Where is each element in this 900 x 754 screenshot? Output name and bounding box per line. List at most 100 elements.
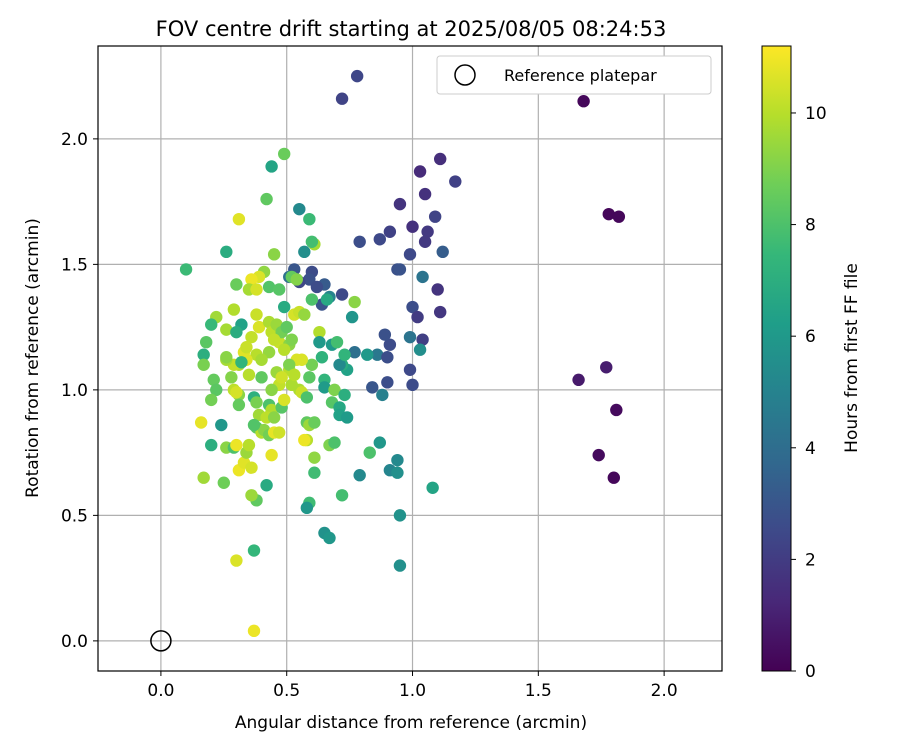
data-point — [245, 461, 258, 474]
data-point — [298, 245, 311, 259]
data-point — [426, 481, 439, 494]
data-point — [277, 300, 291, 314]
x-axis-ticks: 0.0 0.5 1.0 1.5 2.0 — [147, 671, 678, 701]
data-point — [413, 343, 427, 356]
y-tick-label: 0.0 — [61, 632, 88, 652]
data-point — [205, 318, 218, 331]
data-point — [313, 335, 326, 349]
data-point — [275, 371, 288, 384]
data-point — [272, 426, 286, 439]
colorbar-ticks: 0 2 4 6 8 10 — [791, 104, 827, 682]
data-point — [272, 283, 286, 296]
data-point — [310, 280, 324, 294]
data-point — [335, 489, 349, 502]
data-point — [245, 330, 258, 344]
data-point — [267, 411, 281, 424]
data-point — [303, 212, 316, 226]
y-tick-label: 1.5 — [61, 255, 88, 275]
data-point — [217, 476, 231, 489]
data-point — [338, 388, 351, 402]
data-point — [232, 212, 246, 226]
colorbar-tick-label: 4 — [805, 439, 816, 459]
data-point — [333, 358, 346, 371]
data-point — [225, 371, 238, 384]
colorbar-tick-label: 6 — [805, 327, 816, 347]
data-point — [220, 323, 233, 336]
data-point — [416, 270, 429, 284]
data-point — [373, 233, 387, 246]
data-point — [303, 371, 316, 384]
data-point — [295, 353, 309, 366]
data-point — [247, 544, 261, 557]
x-axis-label: Angular distance from reference (arcmin) — [235, 713, 587, 733]
data-point — [348, 346, 361, 359]
data-point — [247, 418, 261, 432]
data-point — [197, 348, 210, 361]
data-point — [602, 207, 615, 221]
data-point — [267, 248, 281, 261]
data-point — [416, 333, 429, 346]
data-point — [338, 348, 351, 361]
data-point — [247, 624, 261, 638]
y-axis-label: Rotation from reference (arcmin) — [23, 218, 43, 498]
data-point — [305, 358, 319, 371]
data-point — [230, 438, 243, 452]
data-point — [250, 308, 263, 321]
data-point — [199, 335, 213, 349]
data-point — [265, 383, 278, 397]
x-tick-label: 1.0 — [399, 681, 426, 701]
data-point — [383, 338, 397, 351]
data-point — [353, 235, 366, 248]
data-point — [277, 343, 291, 356]
data-point — [207, 373, 220, 387]
legend-marker-icon — [454, 64, 476, 86]
colorbar — [761, 45, 792, 672]
data-point — [179, 263, 193, 276]
plot-frame — [97, 45, 723, 672]
data-point — [418, 235, 432, 248]
data-point — [230, 554, 243, 567]
data-point — [403, 330, 417, 344]
data-point — [283, 358, 296, 371]
data-point — [592, 448, 605, 462]
data-point — [245, 273, 258, 286]
data-point — [220, 245, 233, 259]
data-point — [366, 381, 379, 394]
data-point — [215, 418, 228, 432]
data-point — [260, 479, 273, 492]
data-point — [303, 273, 316, 286]
data-point — [383, 225, 397, 238]
data-point — [449, 175, 462, 188]
data-point — [232, 398, 246, 412]
data-point — [280, 320, 293, 334]
data-point — [345, 310, 359, 324]
data-point — [363, 446, 376, 459]
data-point — [610, 403, 623, 417]
y-tick-label: 2.0 — [61, 130, 88, 150]
data-point — [335, 92, 349, 105]
data-point — [240, 341, 253, 354]
data-point — [403, 248, 417, 261]
colorbar-tick-label: 8 — [805, 216, 816, 236]
data-point — [428, 210, 442, 223]
data-point — [308, 466, 321, 479]
grid-lines — [98, 46, 722, 671]
data-point — [260, 192, 273, 206]
data-point — [210, 383, 223, 397]
data-point — [376, 388, 389, 402]
data-point — [205, 393, 218, 407]
data-point — [305, 235, 319, 248]
x-tick-label: 1.5 — [525, 681, 552, 701]
data-point — [393, 559, 407, 572]
data-point — [230, 325, 243, 339]
data-point — [612, 210, 626, 223]
data-point — [406, 220, 419, 233]
data-point — [328, 436, 341, 449]
data-point — [373, 436, 387, 449]
data-point — [406, 378, 419, 392]
data-point — [194, 416, 208, 429]
data-point — [381, 376, 394, 389]
data-point — [313, 325, 326, 339]
data-point — [421, 225, 434, 238]
